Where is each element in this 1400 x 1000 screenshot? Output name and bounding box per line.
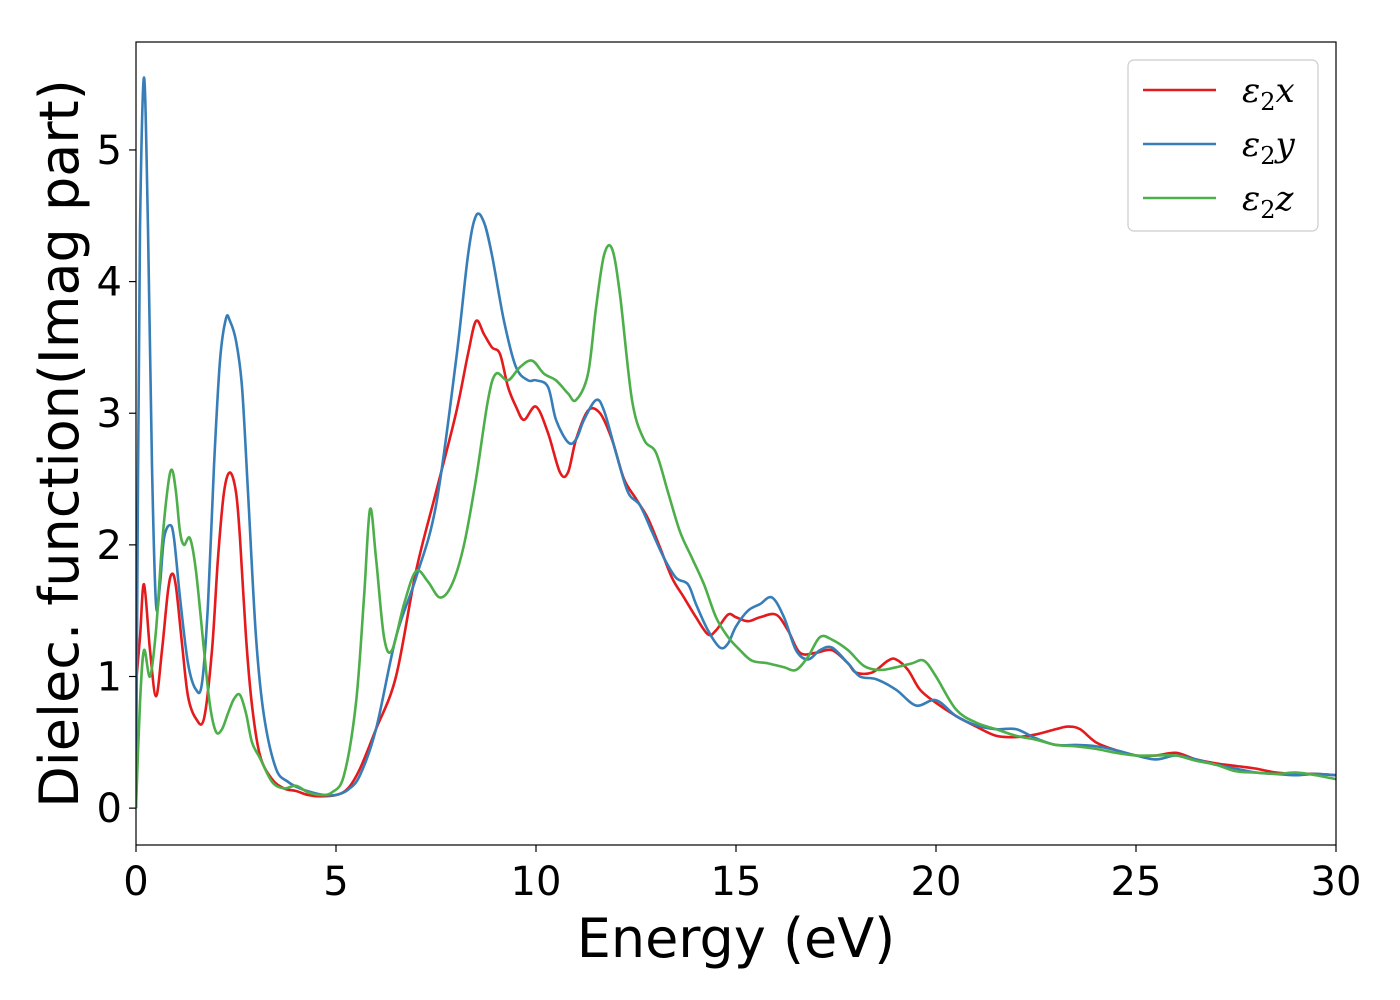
y-axis-ticks: 0 1 2 3 4 5 — [97, 128, 136, 832]
y-tick-label: 0 — [97, 786, 122, 832]
legend-box — [1127, 59, 1319, 232]
y-tick-label: 1 — [97, 655, 122, 701]
y-axis-title: Dielec. function(Imag part) — [28, 79, 91, 808]
legend-label-y: ε2y — [1242, 125, 1296, 170]
plot-lines — [136, 76, 1336, 809]
x-tick-label: 0 — [123, 859, 148, 905]
x-tick-label: 15 — [711, 859, 762, 905]
x-tick-label: 25 — [1111, 859, 1162, 905]
x-tick-label: 20 — [911, 859, 962, 905]
legend-label-z: ε2z — [1242, 179, 1295, 224]
x-axis-ticks: 0 5 10 15 20 25 30 — [123, 845, 1361, 905]
y-tick-label: 4 — [97, 260, 122, 306]
x-axis-title: Energy (eV) — [577, 907, 896, 970]
y-tick-label: 2 — [97, 523, 122, 569]
legend-label-x: ε2x — [1242, 71, 1295, 116]
series-line-y — [136, 76, 1336, 809]
x-tick-label: 10 — [511, 859, 562, 905]
x-tick-label: 30 — [1311, 859, 1362, 905]
legend: ε2x ε2y ε2z — [1127, 59, 1319, 232]
series-line-z — [136, 243, 1336, 809]
y-tick-label: 5 — [97, 128, 122, 174]
y-tick-label: 3 — [97, 391, 122, 437]
x-tick-label: 5 — [323, 859, 348, 905]
